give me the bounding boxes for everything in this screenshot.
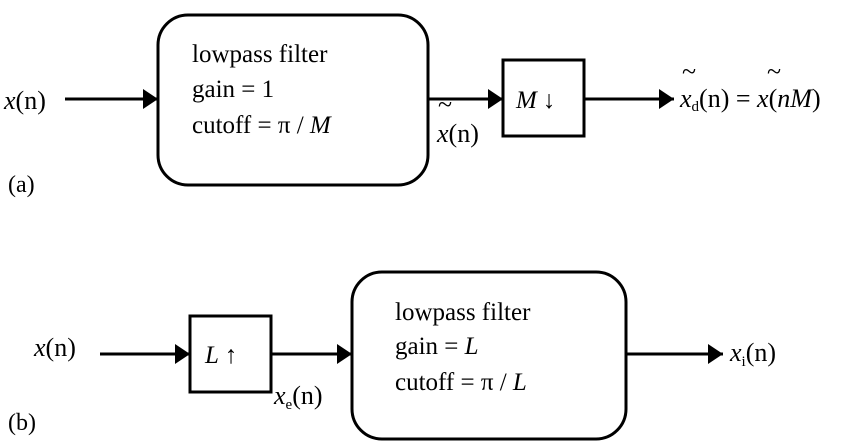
b-caption: (b) (8, 410, 36, 436)
svg-text:~: ~ (767, 57, 781, 86)
b-lowpass-filter-block (350, 270, 628, 441)
a-output-arrowhead (659, 89, 674, 109)
svg-text:xd(n) = x(nM): xd(n) = x(nM) (679, 84, 821, 115)
a-mid-label: ~ x(n) (436, 90, 479, 148)
diagram-a: x(n) lowpass filter gain = 1 cutoff = π … (3, 13, 821, 198)
a-mid-arrowhead (488, 89, 503, 109)
b-upsampler-label: L ↑ (204, 342, 237, 369)
a-input-arrowhead (143, 89, 158, 109)
a-caption: (a) (8, 172, 35, 198)
b-input-arrowhead (175, 344, 190, 364)
a-filter-line1: lowpass filter (192, 41, 328, 68)
b-output-arrowhead (708, 344, 723, 364)
b-mid-arrowhead (337, 344, 352, 364)
svg-text:x(n): x(n) (436, 119, 479, 148)
svg-text:~: ~ (438, 90, 452, 119)
b-filter-gain: gain = L (395, 333, 479, 360)
b-mid-label: xe(n) (273, 381, 323, 413)
b-input-label: x(n) (33, 333, 76, 362)
b-filter-line1: lowpass filter (395, 299, 531, 326)
a-input-label: x(n) (3, 86, 46, 115)
a-downsampler-label: M ↓ (515, 87, 555, 114)
b-output-label: xi(n) (729, 338, 776, 370)
a-output-label: ~ xd(n) = x(nM) ~ (679, 57, 821, 115)
a-filter-cutoff: cutoff = π / M (192, 112, 332, 139)
b-filter-cutoff: cutoff = π / L (395, 369, 527, 396)
diagram-b: x(n) L ↑ xe(n) lowpass filter gain = L cu… (8, 270, 776, 441)
a-filter-gain: gain = 1 (192, 76, 274, 103)
svg-text:~: ~ (682, 57, 696, 86)
